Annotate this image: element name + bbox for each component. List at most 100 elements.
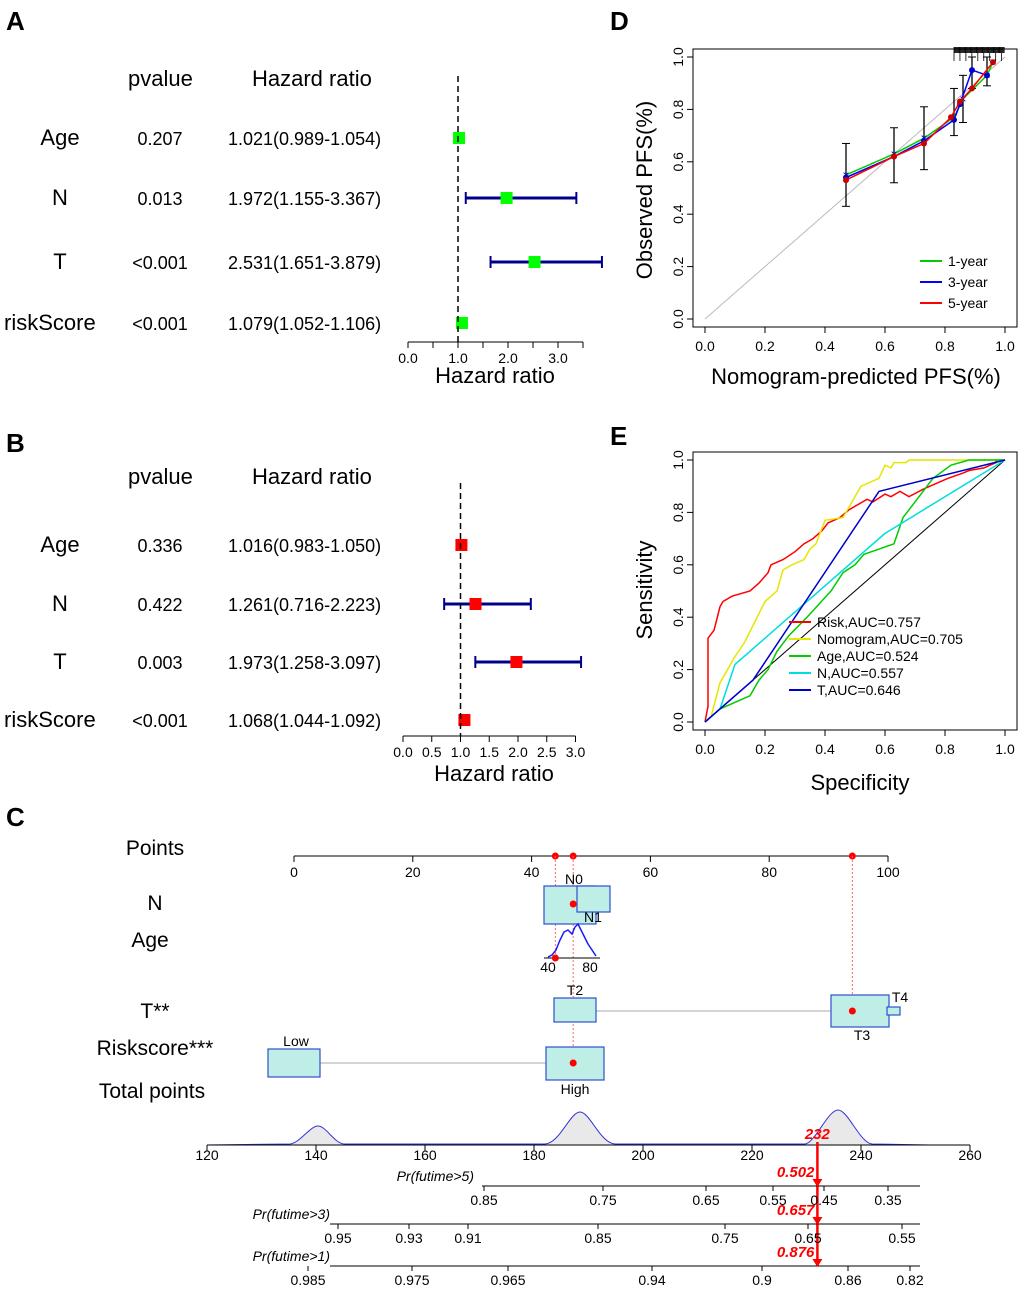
y-tick-label: 1.0 <box>670 47 686 67</box>
x-tick-label: 2.0 <box>498 350 518 366</box>
x-tick-label: 0.0 <box>695 741 715 757</box>
x-tick-label: 0.2 <box>755 741 775 757</box>
panel-letter-D: D <box>610 6 629 36</box>
row-label: riskScore <box>4 707 96 732</box>
panel-letter-E: E <box>610 421 627 451</box>
probability-value: 0.502 <box>777 1164 815 1181</box>
total-points-tick-label: 140 <box>304 1147 328 1163</box>
x-tick-label: 1.0 <box>451 744 471 760</box>
point-marker <box>891 153 897 160</box>
risk-selected-point <box>569 1059 577 1067</box>
y-tick-label: 0.8 <box>670 502 686 522</box>
probability-tick-label: 0.93 <box>395 1230 422 1246</box>
probability-tick-label: 0.35 <box>874 1192 901 1208</box>
legend-label: 3-year <box>948 274 988 290</box>
row-pvalue: <0.001 <box>132 314 188 334</box>
row-label: riskScore <box>4 310 96 335</box>
row-hr-text: 1.973(1.258-3.097) <box>228 653 381 673</box>
total-points-density <box>206 1109 931 1146</box>
y-tick-label: 0.2 <box>670 257 686 277</box>
risk-high-label: High <box>561 1081 590 1097</box>
x-tick-label: 0.2 <box>755 338 775 354</box>
probability-tick-label: 0.65 <box>794 1230 821 1246</box>
y-tick-label: 0.4 <box>670 607 686 627</box>
t4-label: T4 <box>892 989 909 1005</box>
n-selected-point <box>569 900 577 908</box>
x-tick-label: 0.8 <box>935 338 955 354</box>
row-pvalue: 0.336 <box>137 536 182 556</box>
probability-tick-label: 0.55 <box>888 1230 915 1246</box>
nomogram-row-label: Points <box>126 837 184 860</box>
y-tick-label: 0.0 <box>670 309 686 329</box>
row-pvalue: 0.422 <box>137 595 182 615</box>
t-selected-point <box>848 1007 856 1015</box>
probability-arrow <box>812 1217 823 1225</box>
calibration-plot-d: 0.00.20.40.60.81.00.00.20.40.60.81.0 ×××… <box>632 47 1018 389</box>
probability-arrow <box>812 1259 823 1267</box>
t3-label: T3 <box>854 1027 871 1043</box>
x-tick-label: 0.8 <box>935 741 955 757</box>
panel-letter-B: B <box>6 428 25 458</box>
probability-tick-label: 0.91 <box>454 1230 481 1246</box>
row-label: Age <box>40 532 79 557</box>
t3-box <box>830 994 890 1028</box>
probability-tick-label: 0.95 <box>324 1230 351 1246</box>
risk-low-label: Low <box>283 1033 310 1049</box>
x-tick-label: 0.4 <box>815 741 835 757</box>
hazard-ratio-point <box>469 598 482 610</box>
point-marker <box>843 177 849 184</box>
x-tick-label: 1.0 <box>995 338 1015 354</box>
probability-label: Pr(futime>1) <box>253 1248 330 1264</box>
x-tick-label: 0.6 <box>875 741 895 757</box>
row-label: T <box>53 249 66 274</box>
hazard-ratio-point <box>528 256 541 268</box>
probability-tick-label: 0.9 <box>752 1272 772 1288</box>
row-label: T <box>53 649 66 674</box>
roc-ylabel: Sensitivity <box>632 540 657 639</box>
row-hr-text: 1.261(0.716-2.223) <box>228 595 381 615</box>
x-tick-label: 1.0 <box>995 741 1015 757</box>
row-pvalue: <0.001 <box>132 711 188 731</box>
series-line-2 <box>845 61 994 181</box>
total-points-tick-label: 200 <box>631 1147 655 1163</box>
risk-low-box <box>267 1048 321 1078</box>
roc-xlabel: Specificity <box>810 770 909 795</box>
probability-value: 0.657 <box>777 1202 815 1219</box>
x-tick-label: 2.0 <box>508 744 528 760</box>
forest-b-xlabel: Hazard ratio <box>434 761 554 786</box>
point-marker <box>984 72 990 79</box>
forest-plot-b: pvalue Hazard ratio Age 0.336 1.016(0.983-… <box>4 464 585 786</box>
age-tick-label: 40 <box>540 959 556 975</box>
row-hr-text: 1.972(1.155-3.367) <box>228 189 381 209</box>
row-hr-text: 1.068(1.044-1.092) <box>228 711 381 731</box>
point-marker <box>969 67 975 74</box>
row-pvalue: 0.003 <box>137 653 182 673</box>
series-line-2 <box>704 459 1005 723</box>
probability-label: Pr(futime>3) <box>253 1206 330 1222</box>
probability-tick-label: 0.975 <box>394 1272 429 1288</box>
points-tick-label: 60 <box>643 864 659 880</box>
probability-arrow <box>812 1179 823 1187</box>
probability-tick-label: 0.65 <box>692 1192 719 1208</box>
row-label: N <box>52 591 68 616</box>
legend-label: T,AUC=0.646 <box>817 682 901 698</box>
row-hr-text: 1.021(0.989-1.054) <box>228 129 381 149</box>
probability-tick-label: 0.85 <box>584 1230 611 1246</box>
x-tick-label: 0.4 <box>815 338 835 354</box>
row-hr-text: 1.016(0.983-1.050) <box>228 536 381 556</box>
hazard-ratio-point <box>453 132 466 144</box>
legend-label: Risk,AUC=0.757 <box>817 614 921 630</box>
legend-label: Nomogram,AUC=0.705 <box>817 631 963 647</box>
total-points-tick-label: 120 <box>195 1147 219 1163</box>
points-tick-label: 0 <box>290 864 298 880</box>
point-marker <box>948 114 954 121</box>
probability-tick-label: 0.985 <box>290 1272 325 1288</box>
nomogram-row-label: T** <box>140 1000 169 1023</box>
row-hr-text: 1.079(1.052-1.106) <box>228 314 381 334</box>
age-density-curve <box>547 922 597 958</box>
y-tick-label: 1.0 <box>670 450 686 470</box>
header-hazard-ratio: Hazard ratio <box>252 464 372 489</box>
points-tick-label: 40 <box>524 864 540 880</box>
row-hr-text: 2.531(1.651-3.879) <box>228 253 381 273</box>
